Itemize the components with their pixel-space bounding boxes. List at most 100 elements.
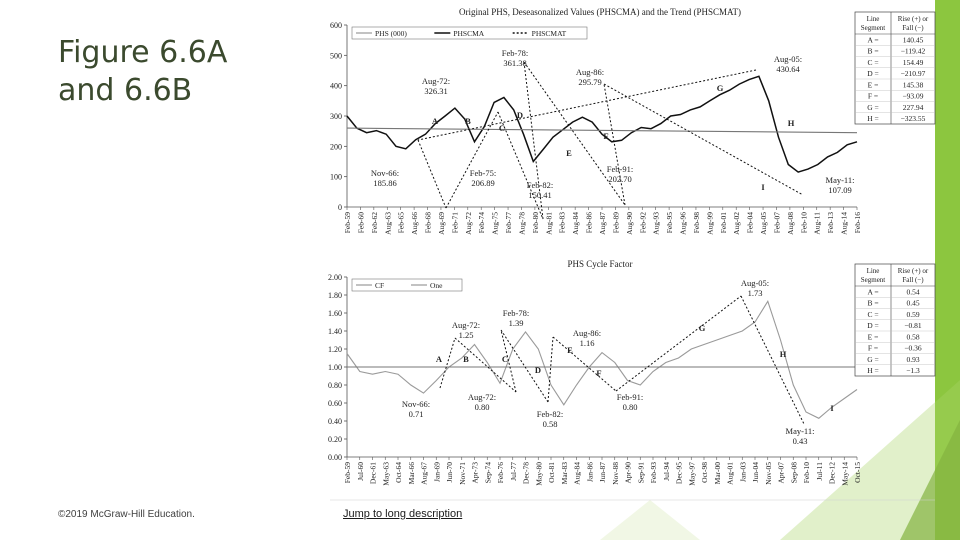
- y-tick-label: 600: [330, 21, 342, 30]
- copyright-text: ©2019 McGraw-Hill Education.: [58, 509, 195, 520]
- segment-arrow: [445, 111, 499, 209]
- series-line-phscmat: [346, 127, 858, 134]
- table-header: Segment: [861, 24, 886, 32]
- x-tick-label: Jul-77: [509, 462, 518, 481]
- segment-letter: F: [603, 131, 608, 141]
- x-tick-label: Feb-59: [343, 462, 352, 483]
- x-tick-label: Dec-61: [369, 462, 378, 484]
- x-tick-label: Aug-72: [464, 212, 473, 235]
- annotation-label: Aug-05:: [774, 54, 802, 64]
- y-tick-label: 1.00: [328, 363, 342, 372]
- chart-title: PHS Cycle Factor: [568, 259, 633, 269]
- x-tick-label: Aug-66: [410, 212, 419, 235]
- x-tick-label: Jul-94: [662, 462, 671, 481]
- y-tick-label: 0.00: [328, 453, 342, 462]
- segment-arrow: [500, 329, 517, 393]
- x-tick-label: May-97: [687, 462, 696, 486]
- x-tick-label: Feb-86: [585, 212, 594, 233]
- segment-letter: A: [436, 354, 443, 364]
- x-tick-label: Aug-99: [705, 212, 714, 235]
- x-tick-label: Dec-78: [522, 462, 531, 484]
- annotation-label: Feb-78:: [503, 308, 529, 318]
- segment-letter: E: [566, 148, 572, 158]
- annotation-label: Feb-82:: [537, 409, 563, 419]
- x-tick-label: Apr-90: [624, 462, 633, 484]
- x-tick-label: Feb-62: [370, 212, 379, 233]
- x-tick-label: Jun-70: [445, 462, 454, 483]
- annotation-label: Nov-66:: [402, 399, 430, 409]
- x-tick-label: Aug-14: [840, 212, 849, 235]
- x-tick-label: Feb-10: [802, 462, 811, 483]
- table-cell-value: 0.58: [906, 332, 919, 341]
- segment-letter: B: [463, 354, 469, 364]
- table-cell-value: −1.3: [906, 366, 920, 375]
- table-cell-segment: E =: [868, 332, 879, 341]
- x-tick-label: Nov-71: [458, 462, 467, 485]
- x-tick-label: Aug-81: [544, 212, 553, 235]
- y-tick-label: 0.80: [328, 381, 342, 390]
- x-tick-label: Jun-04: [751, 462, 760, 483]
- table-cell-value: −0.81: [904, 321, 922, 330]
- segment-letter: A: [432, 116, 439, 126]
- segment-letter: C: [499, 123, 505, 133]
- segment-letter: D: [517, 110, 523, 120]
- segment-table: [854, 263, 936, 377]
- table-cell-segment: F =: [868, 92, 878, 101]
- x-tick-label: Feb-80: [531, 212, 540, 233]
- legend-entry: PHSCMAT: [532, 29, 567, 38]
- x-tick-label: Jun-87: [598, 462, 607, 483]
- table-cell-value: 0.59: [906, 310, 919, 319]
- x-tick-label: Dec-95: [675, 462, 684, 484]
- x-tick-label: May-63: [381, 462, 390, 486]
- annotation-value: 107.09: [828, 185, 851, 195]
- y-tick-label: 1.60: [328, 309, 342, 318]
- x-tick-label: Feb-74: [477, 212, 486, 233]
- chart-title: Original PHS, Deseasonalized Values (PHS…: [459, 7, 741, 17]
- segment-letter: G: [717, 83, 724, 93]
- x-tick-label: Feb-07: [772, 212, 781, 233]
- table-cell-value: 0.45: [906, 299, 919, 308]
- x-tick-label: Feb-10: [799, 212, 808, 233]
- annotation-label: Feb-78:: [502, 48, 528, 58]
- x-tick-label: Sep-91: [636, 462, 645, 483]
- y-tick-label: 1.40: [328, 327, 342, 336]
- x-tick-label: Oct-15: [853, 462, 862, 483]
- table-cell-value: 0.54: [906, 287, 919, 296]
- table-cell-value: 140.45: [903, 35, 924, 44]
- x-tick-label: Jul-60: [356, 462, 365, 481]
- x-tick-label: Aug-11: [813, 212, 822, 235]
- y-tick-label: 300: [330, 112, 342, 121]
- annotation-label: Aug-72:: [468, 392, 496, 402]
- table-cell-segment: A =: [867, 35, 878, 44]
- x-tick-label: Aug-01: [726, 462, 735, 485]
- segment-arrow: [523, 61, 626, 206]
- x-tick-label: Mar-83: [560, 462, 569, 485]
- x-tick-label: Aug-93: [652, 212, 661, 235]
- x-tick-label: Feb-68: [424, 212, 433, 233]
- table-cell-segment: E =: [868, 80, 879, 89]
- legend-entry: CF: [375, 281, 384, 290]
- x-tick-label: Feb-95: [665, 212, 674, 233]
- y-tick-label: 500: [330, 51, 342, 60]
- long-description-link[interactable]: Jump to long description: [343, 508, 463, 520]
- x-tick-label: Apr-07: [777, 462, 786, 484]
- legend-box: [351, 278, 463, 292]
- x-tick-label: Nov-05: [764, 462, 773, 485]
- annotation-label: Feb-82:: [527, 180, 553, 190]
- annotation-label: May-11:: [786, 426, 815, 436]
- table-cell-segment: B =: [867, 47, 878, 56]
- table-cell-value: 154.49: [903, 58, 924, 67]
- x-tick-label: May-80: [534, 462, 543, 486]
- x-tick-label: Aug-84: [573, 462, 582, 485]
- table-cell-segment: C =: [867, 58, 878, 67]
- x-tick-label: Aug-02: [732, 212, 741, 235]
- annotation-value: 1.39: [509, 318, 524, 328]
- segment-letter: G: [699, 323, 706, 333]
- annotation-value: 361.38: [503, 58, 526, 68]
- table-cell-value: 145.38: [903, 80, 924, 89]
- segment-arrow: [552, 336, 617, 392]
- x-tick-label: Aug-87: [598, 212, 607, 235]
- x-tick-label: Feb-98: [692, 212, 701, 233]
- annotation-label: Aug-86:: [573, 328, 601, 338]
